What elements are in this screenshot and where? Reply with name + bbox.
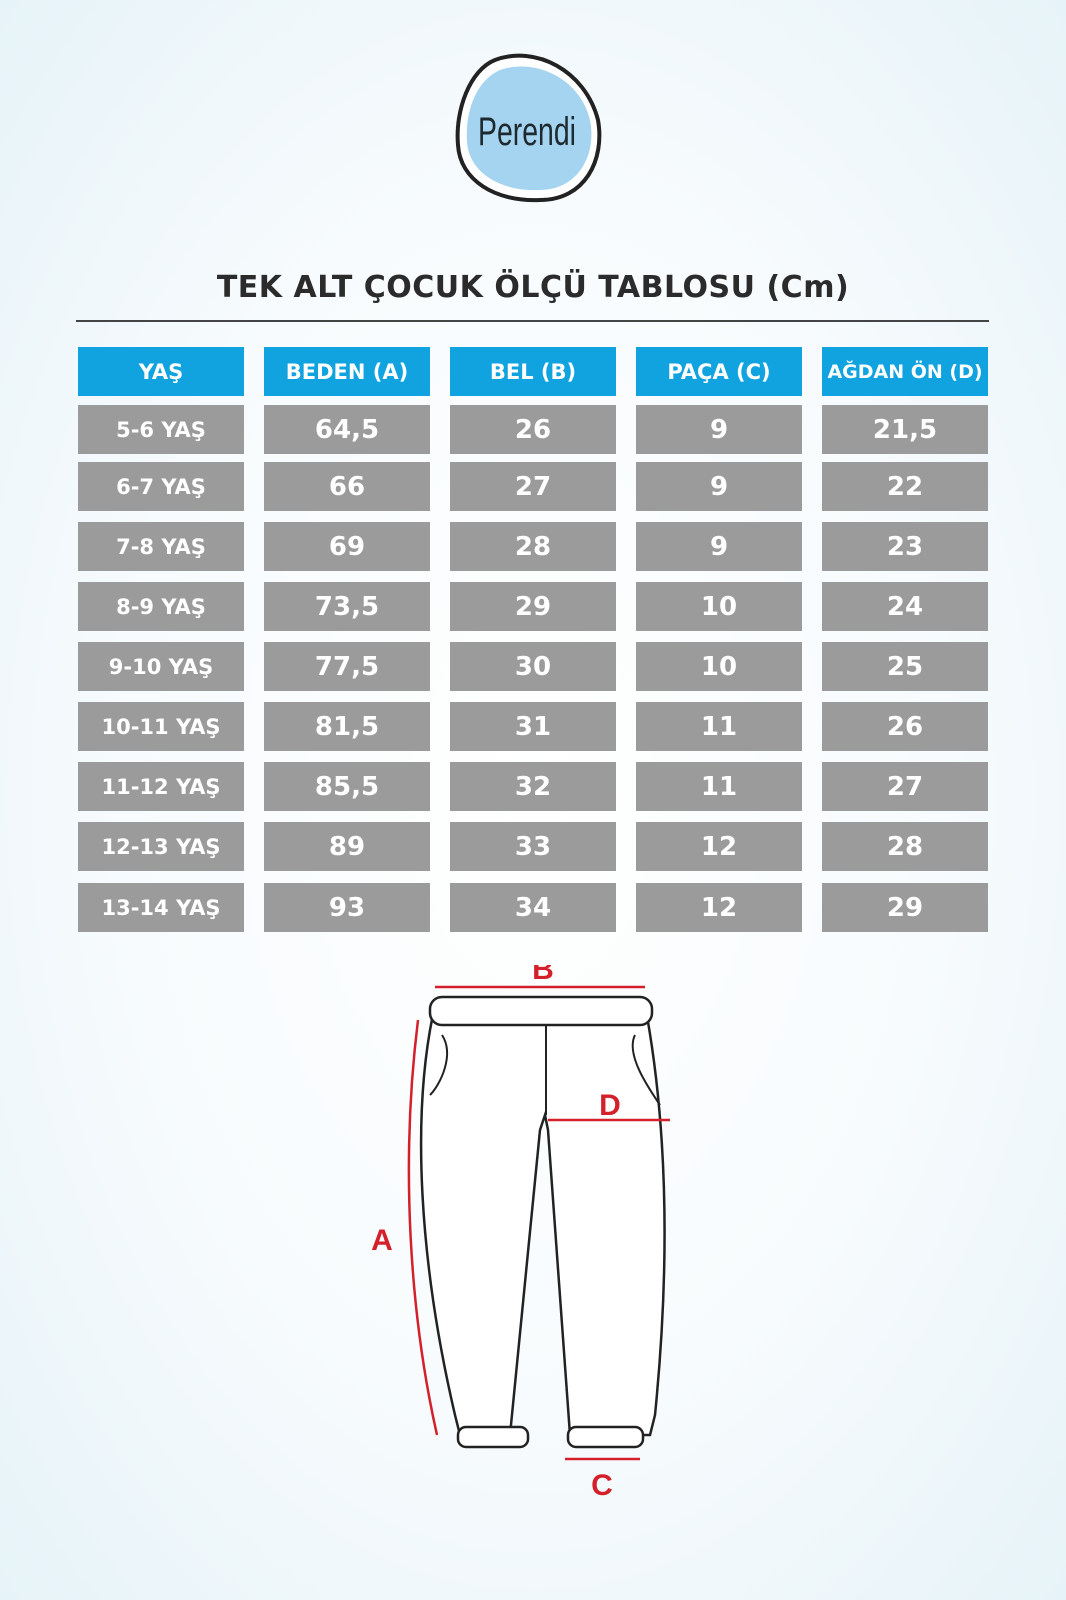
- cell-bel: 27: [450, 462, 616, 511]
- cell-age: 9-10 YAŞ: [78, 642, 244, 691]
- cell-age: 6-7 YAŞ: [78, 462, 244, 511]
- right-cuff: [566, 1425, 645, 1449]
- page-title: TEK ALT ÇOCUK ÖLÇÜ TABLOSU (Cm): [216, 270, 850, 305]
- cell-paca: 9: [636, 405, 802, 454]
- label-a: A: [371, 1224, 393, 1257]
- pants-diagram: B D A C: [371, 965, 670, 1502]
- cell-beden: 69: [264, 522, 430, 571]
- cell-bel: 34: [450, 883, 616, 932]
- cell-age: 7-8 YAŞ: [78, 522, 244, 571]
- cell-age: 13-14 YAŞ: [78, 883, 244, 932]
- cell-agdan-on: 27: [822, 762, 988, 811]
- cell-bel: 32: [450, 762, 616, 811]
- cell-bel: 29: [450, 582, 616, 631]
- perendi-logo: Perendi: [455, 53, 602, 203]
- cell-beden: 73,5: [264, 582, 430, 631]
- header-paca: PAÇA (C): [636, 347, 802, 396]
- cell-paca: 9: [636, 462, 802, 511]
- cell-age: 10-11 YAŞ: [78, 702, 244, 751]
- cell-paca: 11: [636, 762, 802, 811]
- cell-bel: 31: [450, 702, 616, 751]
- cell-age: 12-13 YAŞ: [78, 822, 244, 871]
- header-beden: BEDEN (A): [264, 347, 430, 396]
- cell-paca: 12: [636, 883, 802, 932]
- cell-beden: 64,5: [264, 405, 430, 454]
- cell-beden: 77,5: [264, 642, 430, 691]
- cell-agdan-on: 29: [822, 883, 988, 932]
- cell-paca: 10: [636, 582, 802, 631]
- waistband: [428, 995, 654, 1027]
- cell-beden: 66: [264, 462, 430, 511]
- cell-agdan-on: 21,5: [822, 405, 988, 454]
- cell-bel: 33: [450, 822, 616, 871]
- cell-bel: 30: [450, 642, 616, 691]
- cell-age: 5-6 YAŞ: [78, 405, 244, 454]
- cell-bel: 26: [450, 405, 616, 454]
- cell-bel: 28: [450, 522, 616, 571]
- cell-beden: 89: [264, 822, 430, 871]
- cell-paca: 11: [636, 702, 802, 751]
- cell-paca: 9: [636, 522, 802, 571]
- cell-agdan-on: 28: [822, 822, 988, 871]
- cell-beden: 93: [264, 883, 430, 932]
- cell-paca: 10: [636, 642, 802, 691]
- header-bel: BEL (B): [450, 347, 616, 396]
- cell-age: 11-12 YAŞ: [78, 762, 244, 811]
- cell-age: 8-9 YAŞ: [78, 582, 244, 631]
- left-cuff: [456, 1425, 530, 1449]
- cell-beden: 81,5: [264, 702, 430, 751]
- header-agdan-on: AĞDAN ÖN (D): [822, 347, 988, 396]
- label-c: C: [591, 1469, 613, 1502]
- cell-beden: 85,5: [264, 762, 430, 811]
- svg-text:Perendi: Perendi: [478, 110, 576, 154]
- label-d: D: [599, 1089, 621, 1122]
- label-b: B: [532, 965, 554, 986]
- cell-paca: 12: [636, 822, 802, 871]
- pants-outline: [419, 1003, 666, 1437]
- cell-agdan-on: 23: [822, 522, 988, 571]
- title-divider: [76, 320, 989, 322]
- cell-agdan-on: 22: [822, 462, 988, 511]
- cell-agdan-on: 24: [822, 582, 988, 631]
- cell-agdan-on: 26: [822, 702, 988, 751]
- cell-agdan-on: 25: [822, 642, 988, 691]
- header-age: YAŞ: [78, 347, 244, 396]
